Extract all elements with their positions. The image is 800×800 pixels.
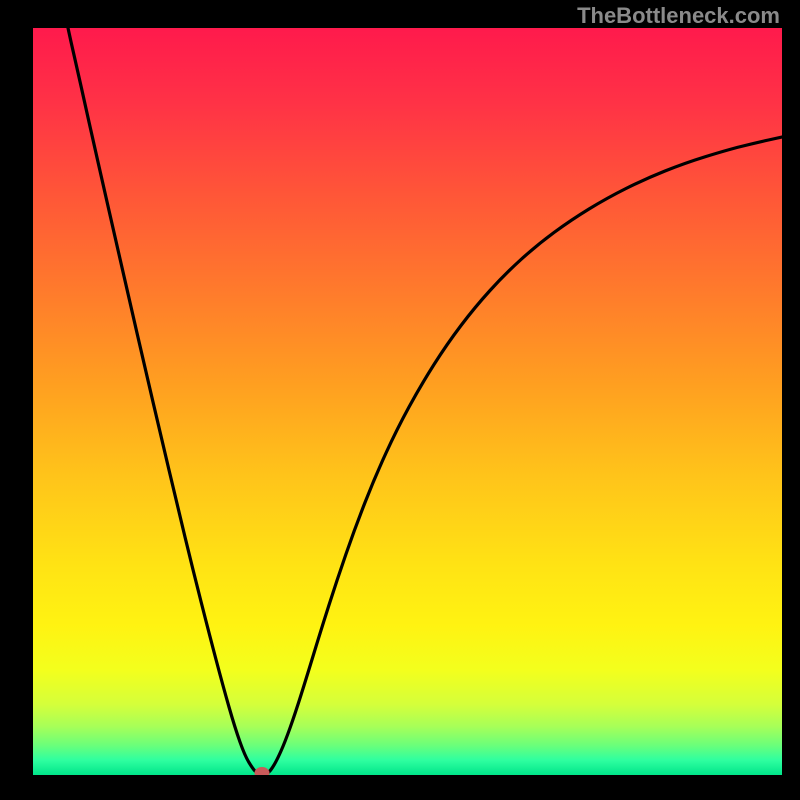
minimum-marker [255, 768, 269, 776]
gradient-chart-svg [33, 28, 782, 775]
watermark-text: TheBottleneck.com [577, 3, 780, 29]
gradient-background [33, 28, 782, 775]
outer-frame: TheBottleneck.com [0, 0, 800, 800]
plot-area [33, 28, 782, 775]
